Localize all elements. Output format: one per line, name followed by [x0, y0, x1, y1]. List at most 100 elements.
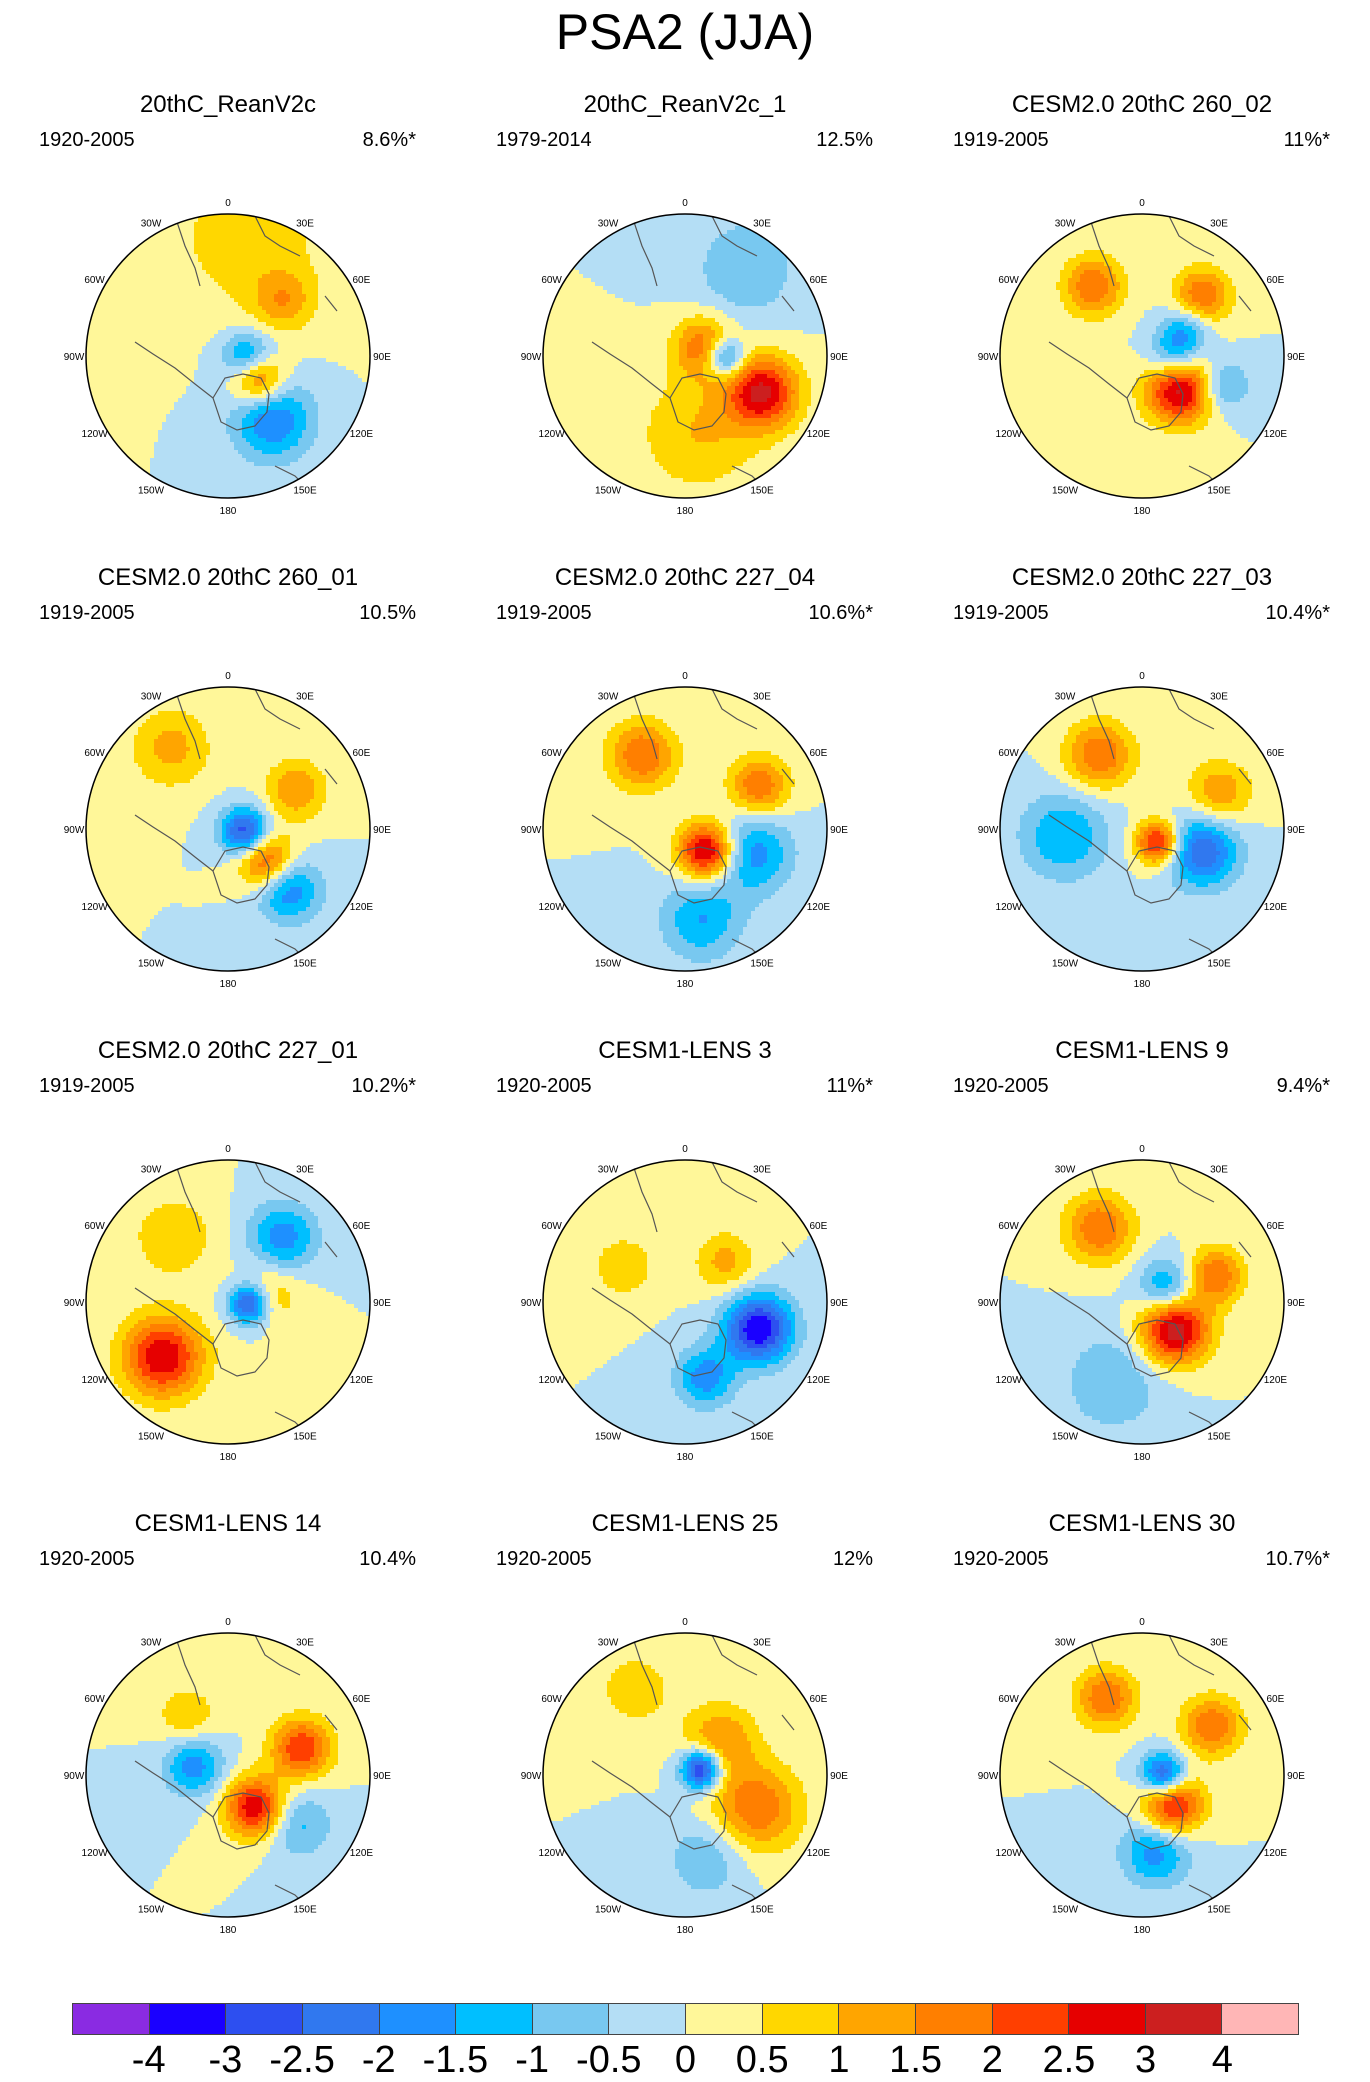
shaded-field: [543, 687, 827, 971]
longitude-label: 60E: [353, 275, 371, 286]
longitude-label: 0: [225, 1617, 231, 1628]
map-border: [999, 686, 1285, 972]
panel-variance: 10.6%*: [809, 601, 874, 625]
longitude-label: 0: [1139, 1617, 1145, 1628]
longitude-label: 180: [1134, 1452, 1151, 1463]
longitude-label: 150W: [138, 1431, 165, 1442]
polar-map: 0 30E 60E 90E 120E 150E 180 150W 120W 90W 60W 30W: [978, 1617, 1306, 1936]
colorbar-tick-label: 2.5: [1042, 2040, 1095, 2080]
panel-period: 1920-2005: [39, 1547, 135, 1571]
panel-period: 1919-2005: [953, 128, 1049, 152]
colorbar-swatch: [839, 2004, 916, 2034]
shaded-field: [1000, 214, 1284, 498]
longitude-label: 120E: [350, 429, 374, 440]
colorbar-tick-label: -4: [132, 2040, 166, 2080]
longitude-label: 120W: [82, 1848, 109, 1859]
longitude-label: 90E: [1287, 1771, 1305, 1782]
polar-map: 0 30E 60E 90E 120E 150E 180 150W 120W 90W 60W 30W: [521, 198, 849, 517]
longitude-label: 180: [1134, 979, 1151, 990]
longitude-label: 120E: [1264, 429, 1288, 440]
longitude-label: 120E: [350, 1848, 374, 1859]
panel-title: CESM2.0 20thC 260_02: [914, 90, 1370, 120]
longitude-label: 90E: [830, 1298, 848, 1309]
longitude-label: 150W: [138, 485, 165, 496]
colorbar-tick-label: 2: [982, 2040, 1003, 2080]
polar-map: 0 30E 60E 90E 120E 150E 180 150W 120W 90W 60W 30W: [64, 1144, 392, 1463]
panel-period: 1919-2005: [39, 601, 135, 625]
map-border: [542, 1159, 828, 1445]
longitude-label: 60W: [998, 748, 1019, 759]
panel-variance: 10.4%: [359, 1547, 416, 1571]
colorbar-swatch: [992, 2004, 1070, 2034]
longitude-label: 0: [225, 671, 231, 682]
panel-title: CESM2.0 20thC 227_01: [0, 1036, 456, 1066]
longitude-label: 30W: [598, 1638, 619, 1649]
longitude-label: 150E: [750, 1431, 774, 1442]
colorbar-tick-label: -1: [515, 2040, 549, 2080]
longitude-label: 0: [1139, 671, 1145, 682]
panel-period: 1920-2005: [39, 128, 135, 152]
longitude-label: 30E: [753, 219, 771, 230]
longitude-label: 150W: [1052, 485, 1079, 496]
longitude-label: 30W: [1055, 692, 1076, 703]
longitude-label: 60W: [541, 748, 562, 759]
longitude-label: 60W: [84, 1694, 105, 1705]
shaded-field: [86, 214, 370, 498]
colorbar-swatch: [73, 2004, 150, 2034]
longitude-label: 60E: [353, 748, 371, 759]
colorbar-tick-label: 1.5: [889, 2040, 942, 2080]
colorbar-swatch: [532, 2004, 610, 2034]
longitude-label: 90W: [978, 825, 999, 836]
longitude-label: 150E: [750, 485, 774, 496]
colorbar-swatch: [686, 2004, 763, 2034]
panel-period: 1979-2014: [496, 128, 592, 152]
panel-title: CESM1-LENS 14: [0, 1509, 456, 1539]
shaded-field: [543, 1633, 827, 1917]
map-border: [542, 686, 828, 972]
longitude-label: 90E: [373, 825, 391, 836]
longitude-label: 0: [225, 198, 231, 209]
longitude-label: 90W: [64, 825, 85, 836]
map-border: [999, 1159, 1285, 1445]
map-panel: CESM1-LENS 25 1920-2005 12% 0 30E 60E 90E 12…: [457, 1509, 913, 1982]
map-panel: CESM1-LENS 9 1920-2005 9.4%* 0 30E 60E 90E 1…: [914, 1036, 1370, 1509]
longitude-label: 180: [677, 1452, 694, 1463]
polar-map: 0 30E 60E 90E 120E 150E 180 150W 120W 90W 60W 30W: [64, 671, 392, 990]
map-border: [542, 1632, 828, 1918]
longitude-label: 0: [682, 1617, 688, 1628]
longitude-label: 120E: [807, 429, 831, 440]
longitude-label: 90W: [521, 1298, 542, 1309]
longitude-label: 0: [225, 1144, 231, 1155]
longitude-label: 90W: [978, 1771, 999, 1782]
longitude-label: 30E: [296, 692, 314, 703]
longitude-label: 120E: [807, 902, 831, 913]
longitude-label: 180: [677, 1925, 694, 1936]
panel-title: CESM1-LENS 25: [457, 1509, 913, 1539]
coastline: [591, 215, 795, 497]
colorbar-tick-label: 4: [1212, 2040, 1233, 2080]
longitude-label: 60W: [541, 1221, 562, 1232]
longitude-label: 150E: [1207, 485, 1231, 496]
panel-variance: 9.4%*: [1277, 1074, 1330, 1098]
map-border: [85, 1159, 371, 1445]
longitude-label: 90W: [521, 352, 542, 363]
longitude-label: 30E: [296, 1638, 314, 1649]
panel-title: 20thC_ReanV2c_1: [457, 90, 913, 120]
colorbar-swatch: [379, 2004, 457, 2034]
polar-map: 0 30E 60E 90E 120E 150E 180 150W 120W 90W 60W 30W: [521, 671, 849, 990]
longitude-label: 60W: [998, 275, 1019, 286]
map-border: [542, 213, 828, 499]
longitude-label: 0: [682, 671, 688, 682]
coastline: [591, 1161, 795, 1443]
longitude-label: 60E: [810, 1221, 828, 1232]
longitude-label: 30W: [141, 692, 162, 703]
panel-variance: 12%: [833, 1547, 873, 1571]
map-border: [999, 1632, 1285, 1918]
map-panel: CESM1-LENS 14 1920-2005 10.4% 0 30E 60E 90E…: [0, 1509, 456, 1982]
panel-title: CESM1-LENS 30: [914, 1509, 1370, 1539]
longitude-label: 90W: [64, 352, 85, 363]
longitude-label: 60E: [353, 1694, 371, 1705]
longitude-label: 30E: [296, 1165, 314, 1176]
colorbar-tick-label: 3: [1135, 2040, 1156, 2080]
polar-map: 0 30E 60E 90E 120E 150E 180 150W 120W 90W 60W 30W: [521, 1617, 849, 1936]
